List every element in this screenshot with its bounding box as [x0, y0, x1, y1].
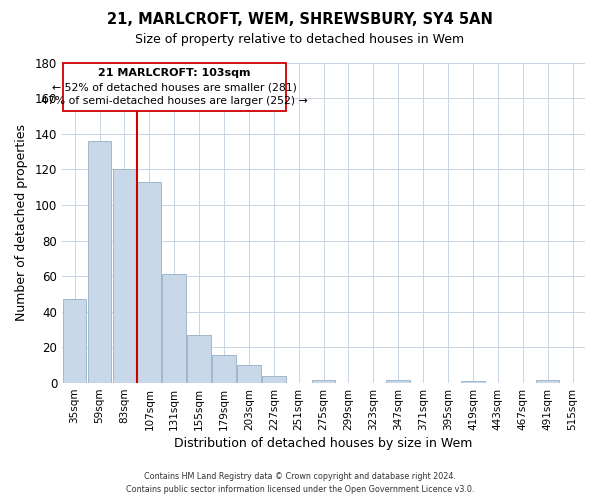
X-axis label: Distribution of detached houses by size in Wem: Distribution of detached houses by size … [175, 437, 473, 450]
Bar [137, 182, 161, 383]
Bar [212, 354, 236, 383]
Bar [312, 380, 335, 383]
Text: Contains HM Land Registry data © Crown copyright and database right 2024.
Contai: Contains HM Land Registry data © Crown c… [126, 472, 474, 494]
Text: Size of property relative to detached houses in Wem: Size of property relative to detached ho… [136, 32, 464, 46]
Bar [113, 170, 136, 383]
Text: ← 52% of detached houses are smaller (281): ← 52% of detached houses are smaller (28… [52, 82, 297, 92]
Text: 21, MARLCROFT, WEM, SHREWSBURY, SY4 5AN: 21, MARLCROFT, WEM, SHREWSBURY, SY4 5AN [107, 12, 493, 28]
Bar [187, 335, 211, 383]
Text: 21 MARLCROFT: 103sqm: 21 MARLCROFT: 103sqm [98, 68, 251, 78]
FancyBboxPatch shape [62, 62, 286, 110]
Bar [88, 141, 112, 383]
Bar [461, 382, 485, 383]
Bar [386, 380, 410, 383]
Bar [163, 274, 186, 383]
Text: 47% of semi-detached houses are larger (252) →: 47% of semi-detached houses are larger (… [41, 96, 308, 106]
Bar [536, 380, 559, 383]
Y-axis label: Number of detached properties: Number of detached properties [15, 124, 28, 322]
Bar [237, 366, 261, 383]
Bar [262, 376, 286, 383]
Bar [63, 300, 86, 383]
